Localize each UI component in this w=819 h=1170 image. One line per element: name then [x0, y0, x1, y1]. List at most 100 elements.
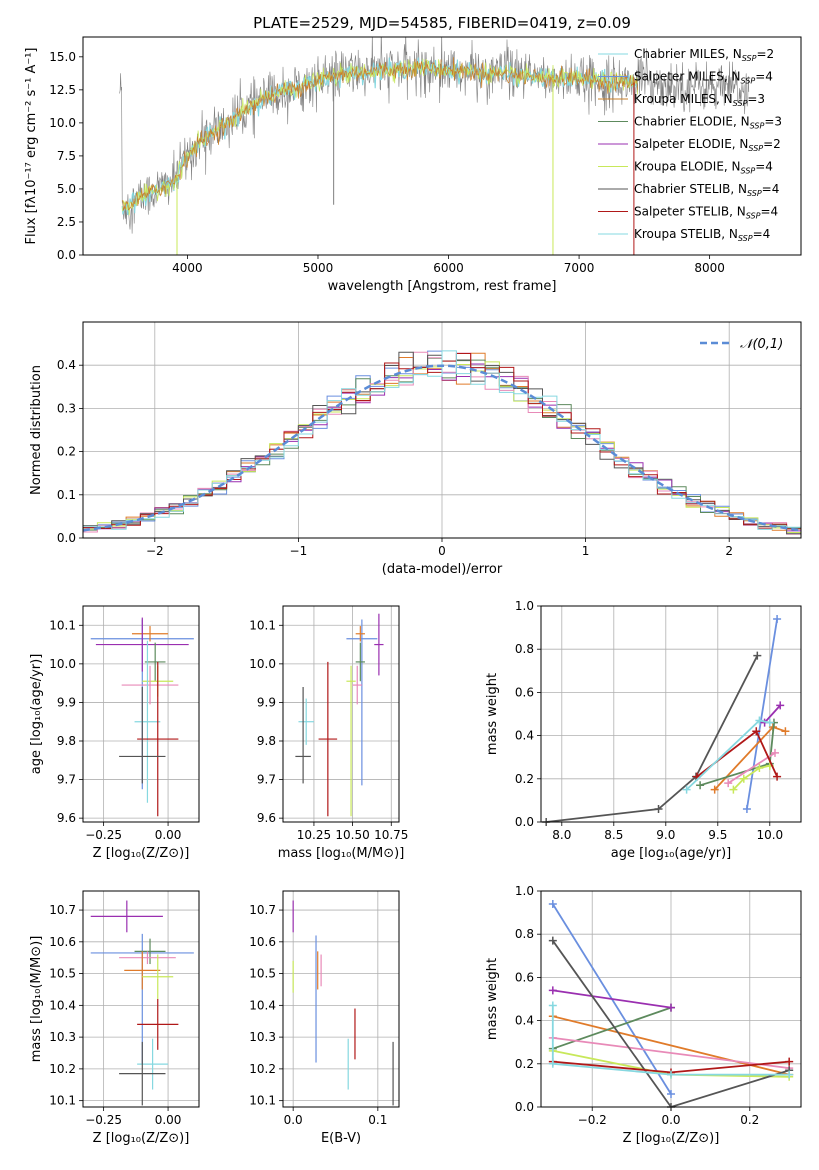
x-tick-label: −1: [290, 544, 308, 558]
y-tick-label: 9.8: [57, 734, 76, 748]
axes-frame: [282, 605, 400, 823]
y-tick-label: 7.5: [57, 149, 76, 163]
legend-label-text: Kroupa STELIB, N: [634, 227, 738, 241]
legend-suffix: =3: [764, 115, 782, 129]
data-point-marker: [654, 805, 663, 814]
axes-frame: [82, 36, 802, 256]
y-axis-label: mass weight: [485, 673, 500, 755]
data-point-marker: [548, 1001, 557, 1010]
y-tick-label: 9.9: [57, 695, 76, 709]
legend-entry: Kroupa STELIB, NSSP=4: [634, 227, 770, 243]
legend-subscript: SSP: [748, 144, 763, 153]
legend-suffix: =4: [755, 70, 773, 84]
x-tick-label: 5000: [303, 261, 334, 275]
x-tick-label: 2: [725, 544, 733, 558]
legend-suffix: =4: [755, 160, 773, 174]
y-tick-label: 0.2: [57, 445, 76, 459]
legend-suffix: =2: [756, 47, 774, 61]
weight-vs-age-panel: 8.0 8.5 9.0 9.5 10.0 0.0 0.2 0.4 0.6 0.8 1.0 age [l…: [485, 599, 802, 861]
data-point-marker: [773, 614, 782, 623]
x-tick-label: 6000: [433, 261, 464, 275]
axes-frame: [540, 605, 802, 823]
model-spectrum-line: [121, 57, 638, 211]
legend-entry: Salpeter ELODIE, NSSP=2: [634, 137, 781, 153]
y-tick-label: 9.7: [57, 773, 76, 787]
y-tick-label: 0.0: [57, 248, 76, 262]
data-point-marker: [753, 651, 762, 660]
axes-frame: [82, 890, 200, 1108]
data-point-marker: [742, 805, 751, 814]
x-axis-label: Z [log₁₀(Z/Z⊙)]: [93, 846, 190, 861]
x-tick-label: 9.5: [708, 828, 727, 842]
legend-entry: Salpeter MILES, NSSP=4: [634, 70, 773, 86]
mass-weight-series-line: [763, 704, 781, 724]
data-point-marker: [667, 1090, 675, 1099]
x-tick-label: −2: [146, 544, 164, 558]
axes-frame: [540, 890, 802, 1108]
x-tick-label: 1: [582, 544, 590, 558]
legend-subscript: SSP: [746, 212, 761, 221]
data-point-marker: [755, 716, 764, 725]
legend-entry: Kroupa MILES, NSSP=3: [634, 92, 765, 108]
axes-frame: [82, 321, 802, 539]
legend-label-text: Chabrier ELODIE, N: [634, 115, 750, 129]
mass-weight-series-line: [699, 722, 775, 787]
data-point-marker: [729, 785, 738, 794]
data-point-marker: [710, 785, 719, 794]
y-tick-label: 1.0: [515, 884, 534, 898]
x-tick-label: 8.5: [604, 828, 623, 842]
x-tick-label: −0.2: [578, 1113, 607, 1127]
data-point-marker: [752, 727, 761, 736]
x-tick-label: 8.0: [552, 828, 571, 842]
y-tick-label: 2.5: [57, 215, 76, 229]
y-tick-label: 1.0: [515, 599, 534, 613]
x-tick-label: 8000: [694, 261, 725, 275]
legend-label-text: Salpeter ELODIE, N: [634, 137, 748, 151]
mass-weight-series-line: [552, 1037, 790, 1069]
y-tick-label: 0.0: [57, 531, 76, 545]
legend-subscript: SSP: [750, 122, 765, 131]
mass-weight-series-line: [732, 764, 770, 791]
model-spectrum-line: [121, 57, 639, 216]
data-point-marker: [667, 1070, 675, 1079]
y-tick-label: 0.4: [57, 358, 76, 372]
data-point-marker: [785, 1070, 794, 1079]
y-tick-label: 10.1: [49, 1094, 76, 1108]
data-point-marker: [548, 899, 557, 908]
age-vs-metallicity-panel: −0.25 0.00 9.6 9.7 9.8 9.9 10.0 10.1 Z [log₁₀(Z/…: [29, 605, 200, 861]
y-tick-label: 9.8: [257, 734, 276, 748]
x-axis-label: (data-model)/error: [382, 562, 503, 577]
gaussian-legend-label: 𝒩(0,1): [740, 337, 783, 352]
axes-frame: [82, 605, 200, 823]
legend-entry: Chabrier MILES, NSSP=2: [634, 47, 774, 63]
x-axis-label: age [log₁₀(age/yr)]: [611, 846, 732, 861]
y-tick-label: 10.0: [249, 657, 276, 671]
data-point-marker: [548, 936, 557, 945]
data-point-marker: [773, 772, 782, 781]
mass-vs-ebv-panel: 0.0 0.1 10.1 10.2 10.3 10.4 10.5 10.6 10.7 E(B-V): [249, 890, 400, 1146]
data-point-marker: [776, 701, 785, 710]
legend-suffix: =3: [747, 92, 765, 106]
legend-entry: Chabrier ELODIE, NSSP=3: [634, 115, 782, 131]
y-axis-label: age [log₁₀(age/yr)]: [29, 654, 44, 775]
x-tick-label: 4000: [172, 261, 203, 275]
legend-entry: Chabrier STELIB, NSSP=4: [634, 182, 779, 198]
legend-subscript: SSP: [741, 77, 756, 86]
mass-weight-series-line: [696, 729, 778, 778]
data-point-marker: [755, 764, 764, 772]
legend-suffix: =4: [753, 227, 771, 241]
legend-suffix: =4: [762, 182, 780, 196]
y-tick-label: 0.8: [515, 927, 534, 941]
y-tick-label: 10.1: [249, 1094, 276, 1108]
x-axis-label: wavelength [Angstrom, rest frame]: [328, 279, 557, 294]
gaussian-reference-curve: [82, 364, 802, 532]
y-tick-label: 9.6: [257, 811, 276, 825]
x-tick-label: 10.25: [297, 828, 331, 842]
age-vs-mass-panel: 10.25 10.50 10.75 9.6 9.7 9.8 9.9 10.0 10.1 mass …: [249, 605, 408, 861]
data-point-marker: [771, 748, 779, 757]
x-tick-label: 0.00: [155, 828, 182, 842]
x-tick-label: 0.00: [155, 1113, 182, 1127]
y-tick-label: 0.4: [515, 1014, 534, 1028]
x-tick-label: 9.0: [656, 828, 675, 842]
